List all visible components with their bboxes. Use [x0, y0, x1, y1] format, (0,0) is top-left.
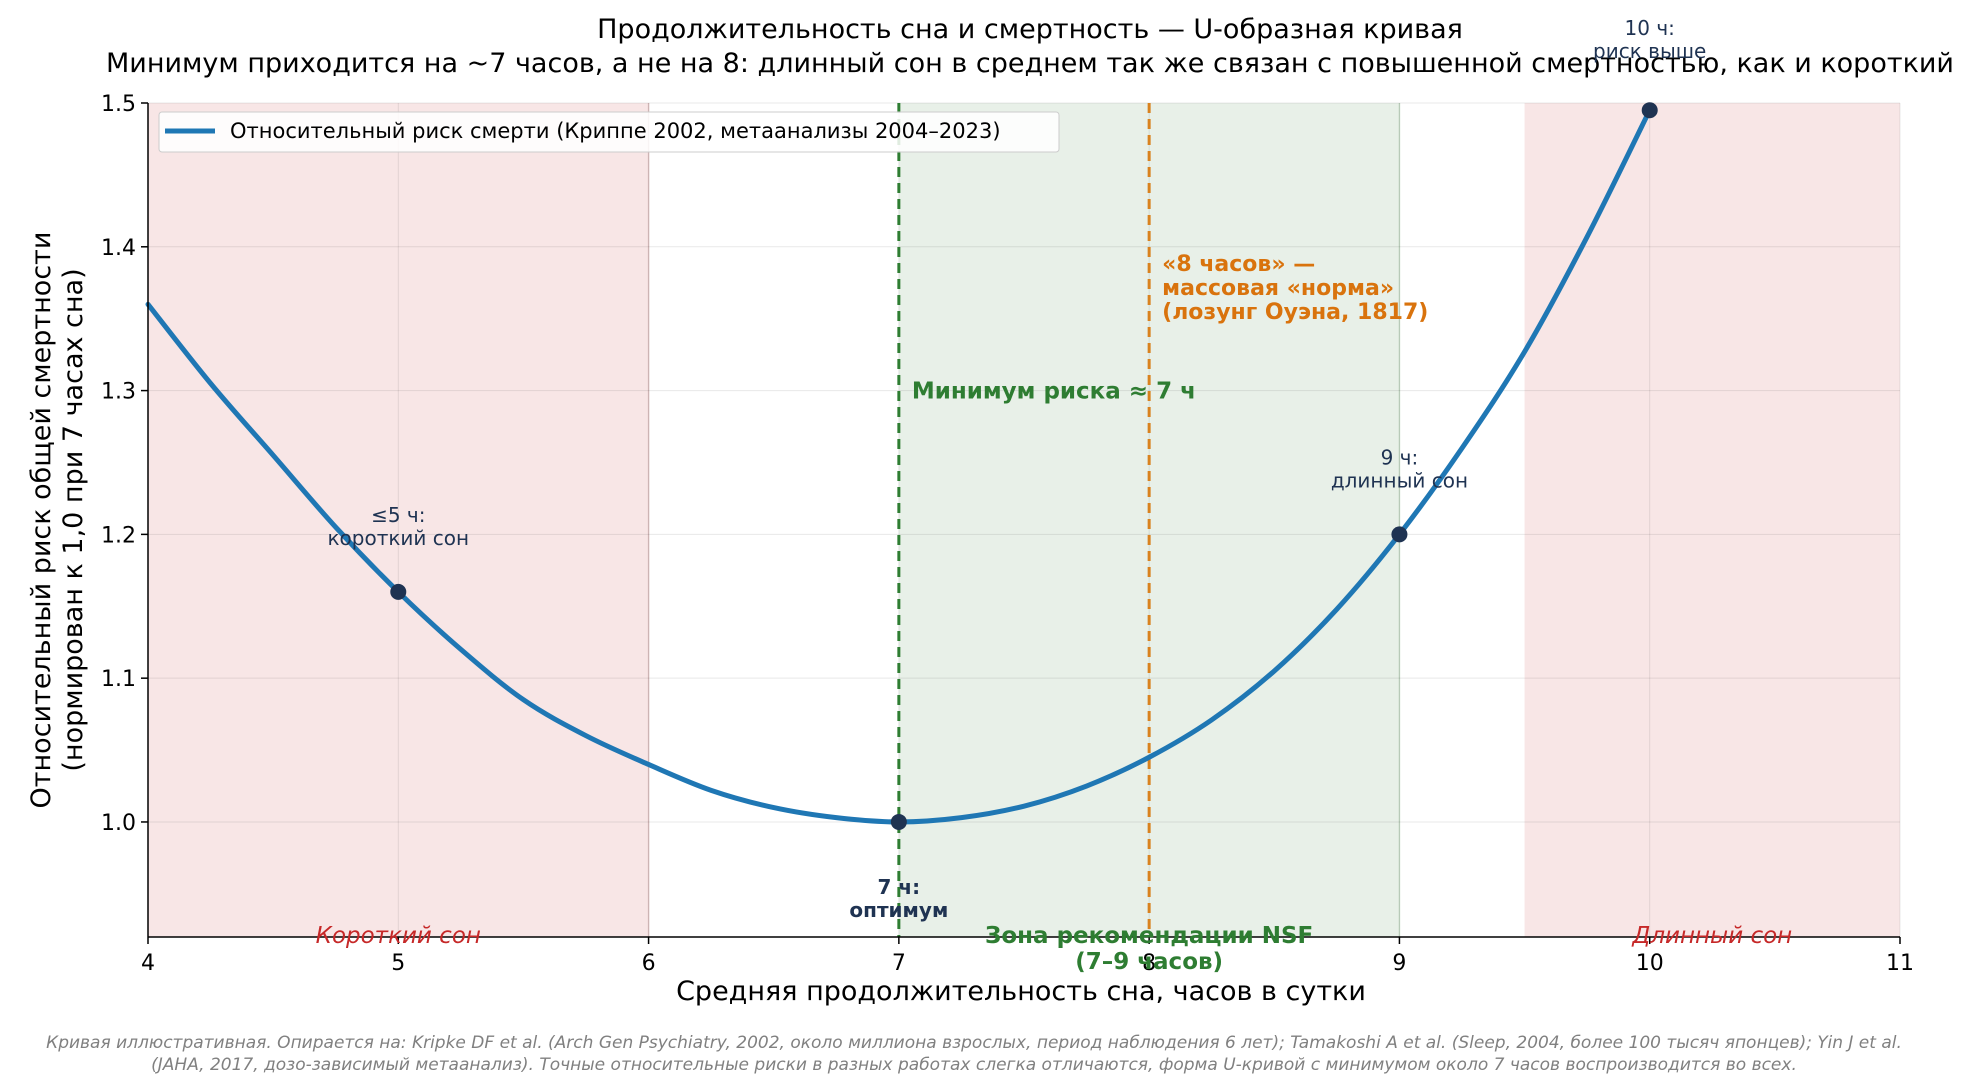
y-tick-label: 1.4: [101, 236, 136, 261]
footnote-line2: (JAHA, 2017, дозо-зависимый метаанализ).…: [151, 1055, 1797, 1075]
point-5h: [390, 583, 407, 600]
y-tick-label: 1.0: [101, 811, 136, 836]
legend: Относительный риск смерти (Криппе 2002, …: [158, 111, 1060, 153]
x-tick-label: 11: [1886, 951, 1914, 976]
eight-hours-label-1: «8 часов» —: [1162, 252, 1315, 277]
point-label-10h-desc: риск выше: [1593, 39, 1706, 63]
point-label-10h: 10 ч:: [1625, 16, 1675, 40]
y-axis-label-line1: Относительный риск общей смертности: [26, 232, 57, 809]
plot-area: 4 5 6 7 8 9 10 11 1.0 1.1 1.2 1.3 1.4 1.5 ≤5 ч:коротк…: [101, 16, 1914, 976]
zone-label-recommended-2: (7–9 часов): [1075, 949, 1223, 975]
point-10h: [1641, 102, 1658, 119]
legend-label: Относительный риск смерти (Криппе 2002, …: [230, 119, 1001, 143]
y-axis-label-line2: (нормирован к 1,0 при 7 часах сна): [58, 268, 89, 771]
chart-title: Продолжительность сна и смертность — U-о…: [597, 14, 1463, 45]
zone-label-long: Длинный сон: [1631, 923, 1792, 949]
x-tick-label: 9: [1392, 951, 1406, 976]
x-tick-label: 5: [391, 951, 405, 976]
risk-curve: [145, 107, 1653, 825]
zone-short: [148, 103, 649, 937]
annotations: ≤5 ч:короткий сон 7 ч:оптимум 9 ч:длинный …: [316, 16, 1793, 975]
point-9h: [1391, 526, 1408, 543]
point-7h: [890, 813, 907, 830]
point-label-7h-desc: оптимум: [849, 898, 948, 922]
x-tick-label: 6: [642, 951, 656, 976]
chart-subtitle: Минимум приходится на ~7 часов, а не на …: [106, 48, 1954, 79]
highlight-points: [390, 102, 1658, 830]
y-tick-label: 1.1: [101, 667, 136, 692]
y-tick-label: 1.3: [101, 380, 136, 405]
point-label-7h: 7 ч:: [878, 875, 921, 899]
point-label-9h-desc: длинный сон: [1331, 468, 1468, 492]
y-tick-label: 1.2: [101, 523, 136, 548]
x-tick-label: 7: [892, 951, 906, 976]
reference-lines: [897, 103, 1151, 937]
zone-label-recommended-1: Зона рекомендации NSF: [985, 923, 1313, 949]
axes: 4 5 6 7 8 9 10 11 1.0 1.1 1.2 1.3 1.4 1.5: [101, 92, 1914, 976]
eight-hours-label-2: массовая «норма»: [1162, 276, 1394, 301]
y-tick-label: 1.5: [101, 92, 136, 117]
zone-long: [1524, 103, 1900, 937]
legend-box: [158, 111, 1060, 153]
point-label-9h: 9 ч:: [1381, 445, 1419, 469]
x-tick-label: 8: [1142, 951, 1156, 976]
point-label-5h-desc: короткий сон: [327, 526, 469, 550]
shaded-zones: [148, 103, 1900, 937]
x-axis-label: Средняя продолжительность сна, часов в с…: [676, 976, 1366, 1007]
footnote-line1: Кривая иллюстративная. Опирается на: Kri…: [46, 1033, 1902, 1053]
zone-label-short: Короткий сон: [316, 923, 481, 949]
x-tick-label: 4: [141, 951, 155, 976]
x-tick-label: 10: [1636, 951, 1664, 976]
point-label-5h: ≤5 ч:: [371, 503, 425, 527]
eight-hours-label-3: (лозунг Оуэна, 1817): [1162, 300, 1428, 325]
minimum-label: Минимум риска ≈ 7 ч: [912, 379, 1196, 405]
